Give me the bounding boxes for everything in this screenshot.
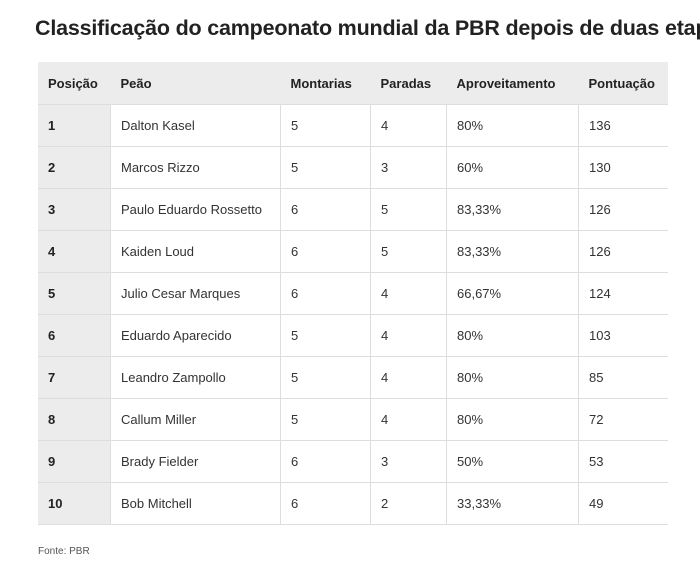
cell-pontuacao: 72 bbox=[578, 398, 668, 441]
cell-peao: Callum Miller bbox=[110, 398, 281, 441]
cell-pontuacao: 124 bbox=[578, 272, 668, 315]
cell-paradas: 4 bbox=[370, 272, 447, 315]
table-row: 7 Leandro Zampollo 5 4 80% 85 bbox=[38, 356, 668, 399]
cell-peao: Kaiden Loud bbox=[110, 230, 281, 273]
cell-peao: Paulo Eduardo Rossetto bbox=[110, 188, 281, 231]
cell-aproveitamento: 83,33% bbox=[446, 230, 579, 273]
cell-paradas: 3 bbox=[370, 146, 447, 189]
header-pontuacao: Pontuação bbox=[578, 62, 668, 105]
cell-posicao: 8 bbox=[38, 398, 111, 441]
cell-pontuacao: 136 bbox=[578, 104, 668, 147]
cell-posicao: 5 bbox=[38, 272, 111, 315]
cell-posicao: 1 bbox=[38, 104, 111, 147]
page-title: Classificação do campeonato mundial da P… bbox=[35, 16, 700, 40]
cell-peao: Julio Cesar Marques bbox=[110, 272, 281, 315]
cell-aproveitamento: 60% bbox=[446, 146, 579, 189]
table-row: 9 Brady Fielder 6 3 50% 53 bbox=[38, 440, 668, 483]
cell-aproveitamento: 80% bbox=[446, 104, 579, 147]
cell-peao: Bob Mitchell bbox=[110, 482, 281, 525]
table-row: 8 Callum Miller 5 4 80% 72 bbox=[38, 398, 668, 441]
cell-pontuacao: 126 bbox=[578, 188, 668, 231]
cell-aproveitamento: 80% bbox=[446, 314, 579, 357]
cell-paradas: 4 bbox=[370, 314, 447, 357]
cell-posicao: 4 bbox=[38, 230, 111, 273]
header-paradas: Paradas bbox=[370, 62, 447, 105]
header-posicao: Posição bbox=[38, 62, 111, 105]
cell-montarias: 5 bbox=[280, 104, 371, 147]
table-row: 4 Kaiden Loud 6 5 83,33% 126 bbox=[38, 230, 668, 273]
header-aproveitamento: Aproveitamento bbox=[446, 62, 579, 105]
cell-peao: Dalton Kasel bbox=[110, 104, 281, 147]
cell-pontuacao: 103 bbox=[578, 314, 668, 357]
cell-peao: Brady Fielder bbox=[110, 440, 281, 483]
cell-posicao: 3 bbox=[38, 188, 111, 231]
cell-aproveitamento: 66,67% bbox=[446, 272, 579, 315]
cell-paradas: 5 bbox=[370, 188, 447, 231]
table-row: 1 Dalton Kasel 5 4 80% 136 bbox=[38, 104, 668, 147]
cell-aproveitamento: 33,33% bbox=[446, 482, 579, 525]
cell-aproveitamento: 80% bbox=[446, 398, 579, 441]
table-row: 10 Bob Mitchell 6 2 33,33% 49 bbox=[38, 482, 668, 525]
cell-aproveitamento: 80% bbox=[446, 356, 579, 399]
standings-table: Posição Peão Montarias Paradas Aproveita… bbox=[38, 62, 668, 525]
table-row: 3 Paulo Eduardo Rossetto 6 5 83,33% 126 bbox=[38, 188, 668, 231]
cell-paradas: 4 bbox=[370, 398, 447, 441]
header-montarias: Montarias bbox=[280, 62, 371, 105]
cell-aproveitamento: 83,33% bbox=[446, 188, 579, 231]
cell-montarias: 5 bbox=[280, 356, 371, 399]
cell-montarias: 5 bbox=[280, 398, 371, 441]
cell-aproveitamento: 50% bbox=[446, 440, 579, 483]
cell-montarias: 5 bbox=[280, 146, 371, 189]
cell-montarias: 6 bbox=[280, 230, 371, 273]
cell-pontuacao: 85 bbox=[578, 356, 668, 399]
cell-posicao: 7 bbox=[38, 356, 111, 399]
cell-pontuacao: 130 bbox=[578, 146, 668, 189]
table-row: 6 Eduardo Aparecido 5 4 80% 103 bbox=[38, 314, 668, 357]
cell-posicao: 10 bbox=[38, 482, 111, 525]
cell-montarias: 6 bbox=[280, 440, 371, 483]
table-row: 2 Marcos Rizzo 5 3 60% 130 bbox=[38, 146, 668, 189]
cell-paradas: 5 bbox=[370, 230, 447, 273]
cell-posicao: 9 bbox=[38, 440, 111, 483]
table-header-row: Posição Peão Montarias Paradas Aproveita… bbox=[38, 62, 668, 105]
source-note: Fonte: PBR bbox=[38, 546, 90, 557]
header-peao: Peão bbox=[110, 62, 281, 105]
cell-pontuacao: 49 bbox=[578, 482, 668, 525]
cell-paradas: 4 bbox=[370, 104, 447, 147]
cell-montarias: 6 bbox=[280, 188, 371, 231]
cell-paradas: 3 bbox=[370, 440, 447, 483]
cell-peao: Marcos Rizzo bbox=[110, 146, 281, 189]
cell-pontuacao: 126 bbox=[578, 230, 668, 273]
cell-paradas: 4 bbox=[370, 356, 447, 399]
cell-posicao: 2 bbox=[38, 146, 111, 189]
cell-peao: Eduardo Aparecido bbox=[110, 314, 281, 357]
cell-posicao: 6 bbox=[38, 314, 111, 357]
cell-montarias: 6 bbox=[280, 482, 371, 525]
table-row: 5 Julio Cesar Marques 6 4 66,67% 124 bbox=[38, 272, 668, 315]
cell-paradas: 2 bbox=[370, 482, 447, 525]
cell-montarias: 6 bbox=[280, 272, 371, 315]
cell-peao: Leandro Zampollo bbox=[110, 356, 281, 399]
cell-pontuacao: 53 bbox=[578, 440, 668, 483]
cell-montarias: 5 bbox=[280, 314, 371, 357]
